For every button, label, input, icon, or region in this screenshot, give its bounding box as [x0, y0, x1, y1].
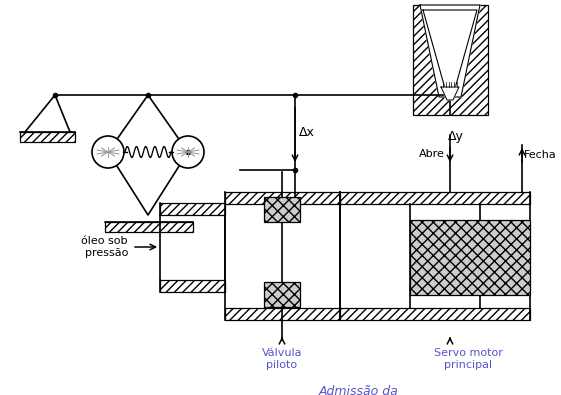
Text: Válvula
piloto: Válvula piloto	[262, 348, 302, 370]
Bar	[160, 280, 225, 292]
Bar	[413, 5, 488, 115]
Text: Servo motor
principal: Servo motor principal	[434, 348, 503, 370]
Bar	[225, 192, 340, 204]
Bar	[264, 197, 300, 222]
Circle shape	[92, 136, 124, 168]
Polygon shape	[423, 10, 477, 92]
Polygon shape	[420, 5, 480, 97]
Bar	[160, 203, 225, 215]
Polygon shape	[441, 87, 459, 100]
Circle shape	[172, 136, 204, 168]
Bar	[105, 222, 193, 232]
Text: Δx: Δx	[299, 126, 315, 139]
Bar	[340, 192, 530, 204]
Bar	[264, 282, 300, 307]
Text: Fecha: Fecha	[524, 150, 557, 160]
Bar	[340, 308, 530, 320]
Text: Admissão da
turbina: Admissão da turbina	[318, 385, 398, 395]
Bar	[20, 132, 75, 142]
Bar	[410, 220, 530, 295]
Text: Δy: Δy	[448, 130, 464, 143]
Text: óleo sob
pressão: óleo sob pressão	[81, 236, 128, 258]
Text: Abre: Abre	[419, 149, 445, 159]
Bar	[225, 308, 340, 320]
